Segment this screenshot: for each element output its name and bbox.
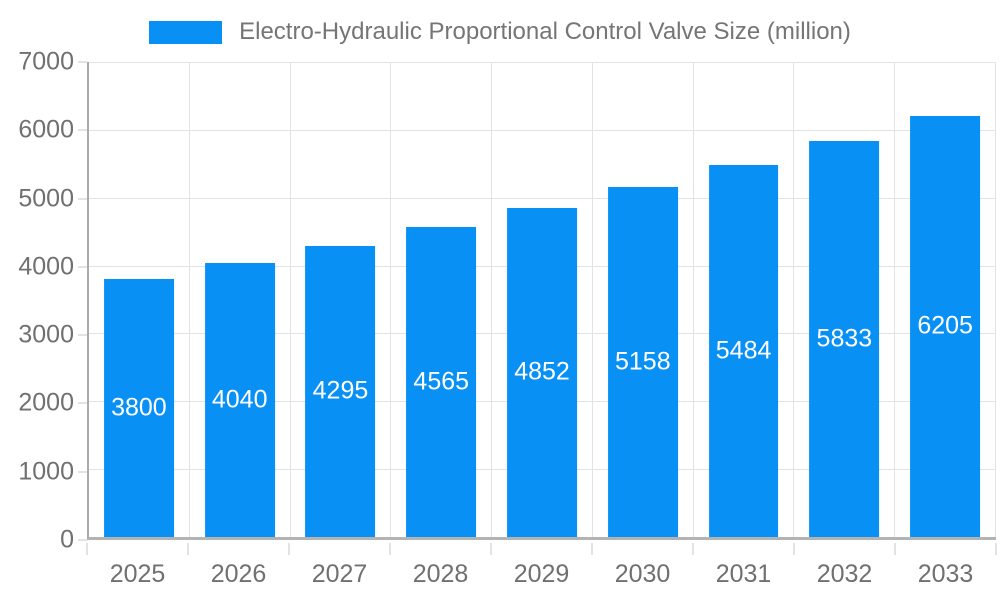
bar-2028[interactable]: 4565 [406, 227, 477, 537]
y-axis-label: 6000 [18, 115, 74, 144]
x-axis-label: 2029 [513, 560, 570, 588]
x-axis-labels: 2025 2026 2027 2028 2029 2030 2031 2032 2033 [87, 560, 996, 589]
y-axis-label: 2000 [18, 388, 74, 417]
x-axis-label: 2026 [210, 560, 267, 588]
bar-value-label: 4295 [312, 376, 369, 405]
y-gridline [89, 129, 996, 131]
y-axis-labels: 0 1000 2000 3000 4000 5000 6000 7000 [0, 48, 74, 554]
x-axis-label: 2030 [614, 560, 671, 588]
bar-value-label: 4040 [211, 385, 268, 414]
y-tick [78, 470, 87, 473]
y-axis-ticks [78, 61, 87, 541]
x-axis-label: 2032 [816, 560, 873, 588]
bar-2027[interactable]: 4295 [305, 245, 376, 537]
y-axis-label: 7000 [18, 47, 74, 76]
bar-value-label: 3800 [111, 393, 167, 422]
x-tick [388, 543, 391, 555]
y-gridline [89, 197, 996, 199]
legend-swatch [149, 20, 223, 44]
y-axis-label: 4000 [18, 252, 74, 281]
bar-2026[interactable]: 4040 [204, 262, 275, 537]
x-tick [591, 543, 593, 555]
x-axis-label: 2028 [412, 560, 469, 588]
x-axis-ticks [86, 543, 997, 555]
bar-2030[interactable]: 5158 [607, 187, 678, 537]
chart-legend[interactable]: Electro-Hydraulic Proportional Control V… [0, 18, 1000, 45]
bar-value-label: 5833 [816, 324, 873, 353]
bar-value-label: 4565 [413, 367, 470, 396]
y-tick [78, 539, 87, 541]
y-tick [78, 129, 87, 132]
x-tick [894, 543, 896, 555]
y-axis-label: 5000 [18, 184, 74, 213]
bar-column: 3800 [89, 62, 190, 537]
bars-layer: 3800 4040 4295 4565 4852 5158 5484 5833 6205 [89, 62, 997, 537]
bar-2032[interactable]: 5833 [809, 141, 880, 537]
y-gridline [89, 62, 996, 63]
bar-column: 5158 [593, 62, 694, 537]
x-tick [187, 543, 189, 555]
x-tick [86, 543, 88, 555]
y-tick [78, 61, 87, 63]
y-axis-label: 3000 [18, 320, 74, 349]
y-tick [78, 265, 87, 268]
x-tick [490, 543, 492, 555]
x-tick [793, 543, 795, 555]
bar-2029[interactable]: 4852 [507, 207, 577, 537]
x-axis-label: 2025 [109, 560, 166, 588]
bar-column: 4040 [190, 62, 291, 537]
bar-column: 4295 [291, 62, 392, 537]
x-axis-label: 2027 [311, 560, 368, 588]
y-tick [78, 402, 87, 405]
y-tick [78, 197, 87, 200]
bar-2033[interactable]: 6205 [910, 115, 981, 537]
bar-value-label: 5484 [715, 336, 772, 365]
y-axis-label: 0 [60, 525, 74, 554]
bar-column: 4852 [492, 62, 593, 537]
bar-value-label: 6205 [917, 311, 973, 340]
bar-column: 5833 [794, 62, 896, 537]
bar-column: 4565 [391, 62, 493, 537]
bar-column: 5484 [694, 62, 795, 537]
x-tick [691, 543, 694, 555]
x-tick [995, 543, 997, 555]
x-axis-label: 2031 [715, 560, 772, 588]
bar-value-label: 5158 [614, 347, 671, 376]
y-tick [78, 334, 87, 337]
legend-label: Electro-Hydraulic Proportional Control V… [239, 18, 851, 45]
bar-column: 6205 [895, 62, 997, 537]
plot-area: 3800 4040 4295 4565 4852 5158 5484 5833 6205 [87, 62, 997, 540]
bar-2031[interactable]: 5484 [708, 164, 779, 537]
y-axis-label: 1000 [18, 457, 74, 486]
x-axis-label: 2033 [917, 560, 974, 588]
x-tick [288, 543, 290, 555]
bar-value-label: 4852 [514, 357, 570, 386]
bar-2025[interactable]: 3800 [103, 279, 174, 537]
